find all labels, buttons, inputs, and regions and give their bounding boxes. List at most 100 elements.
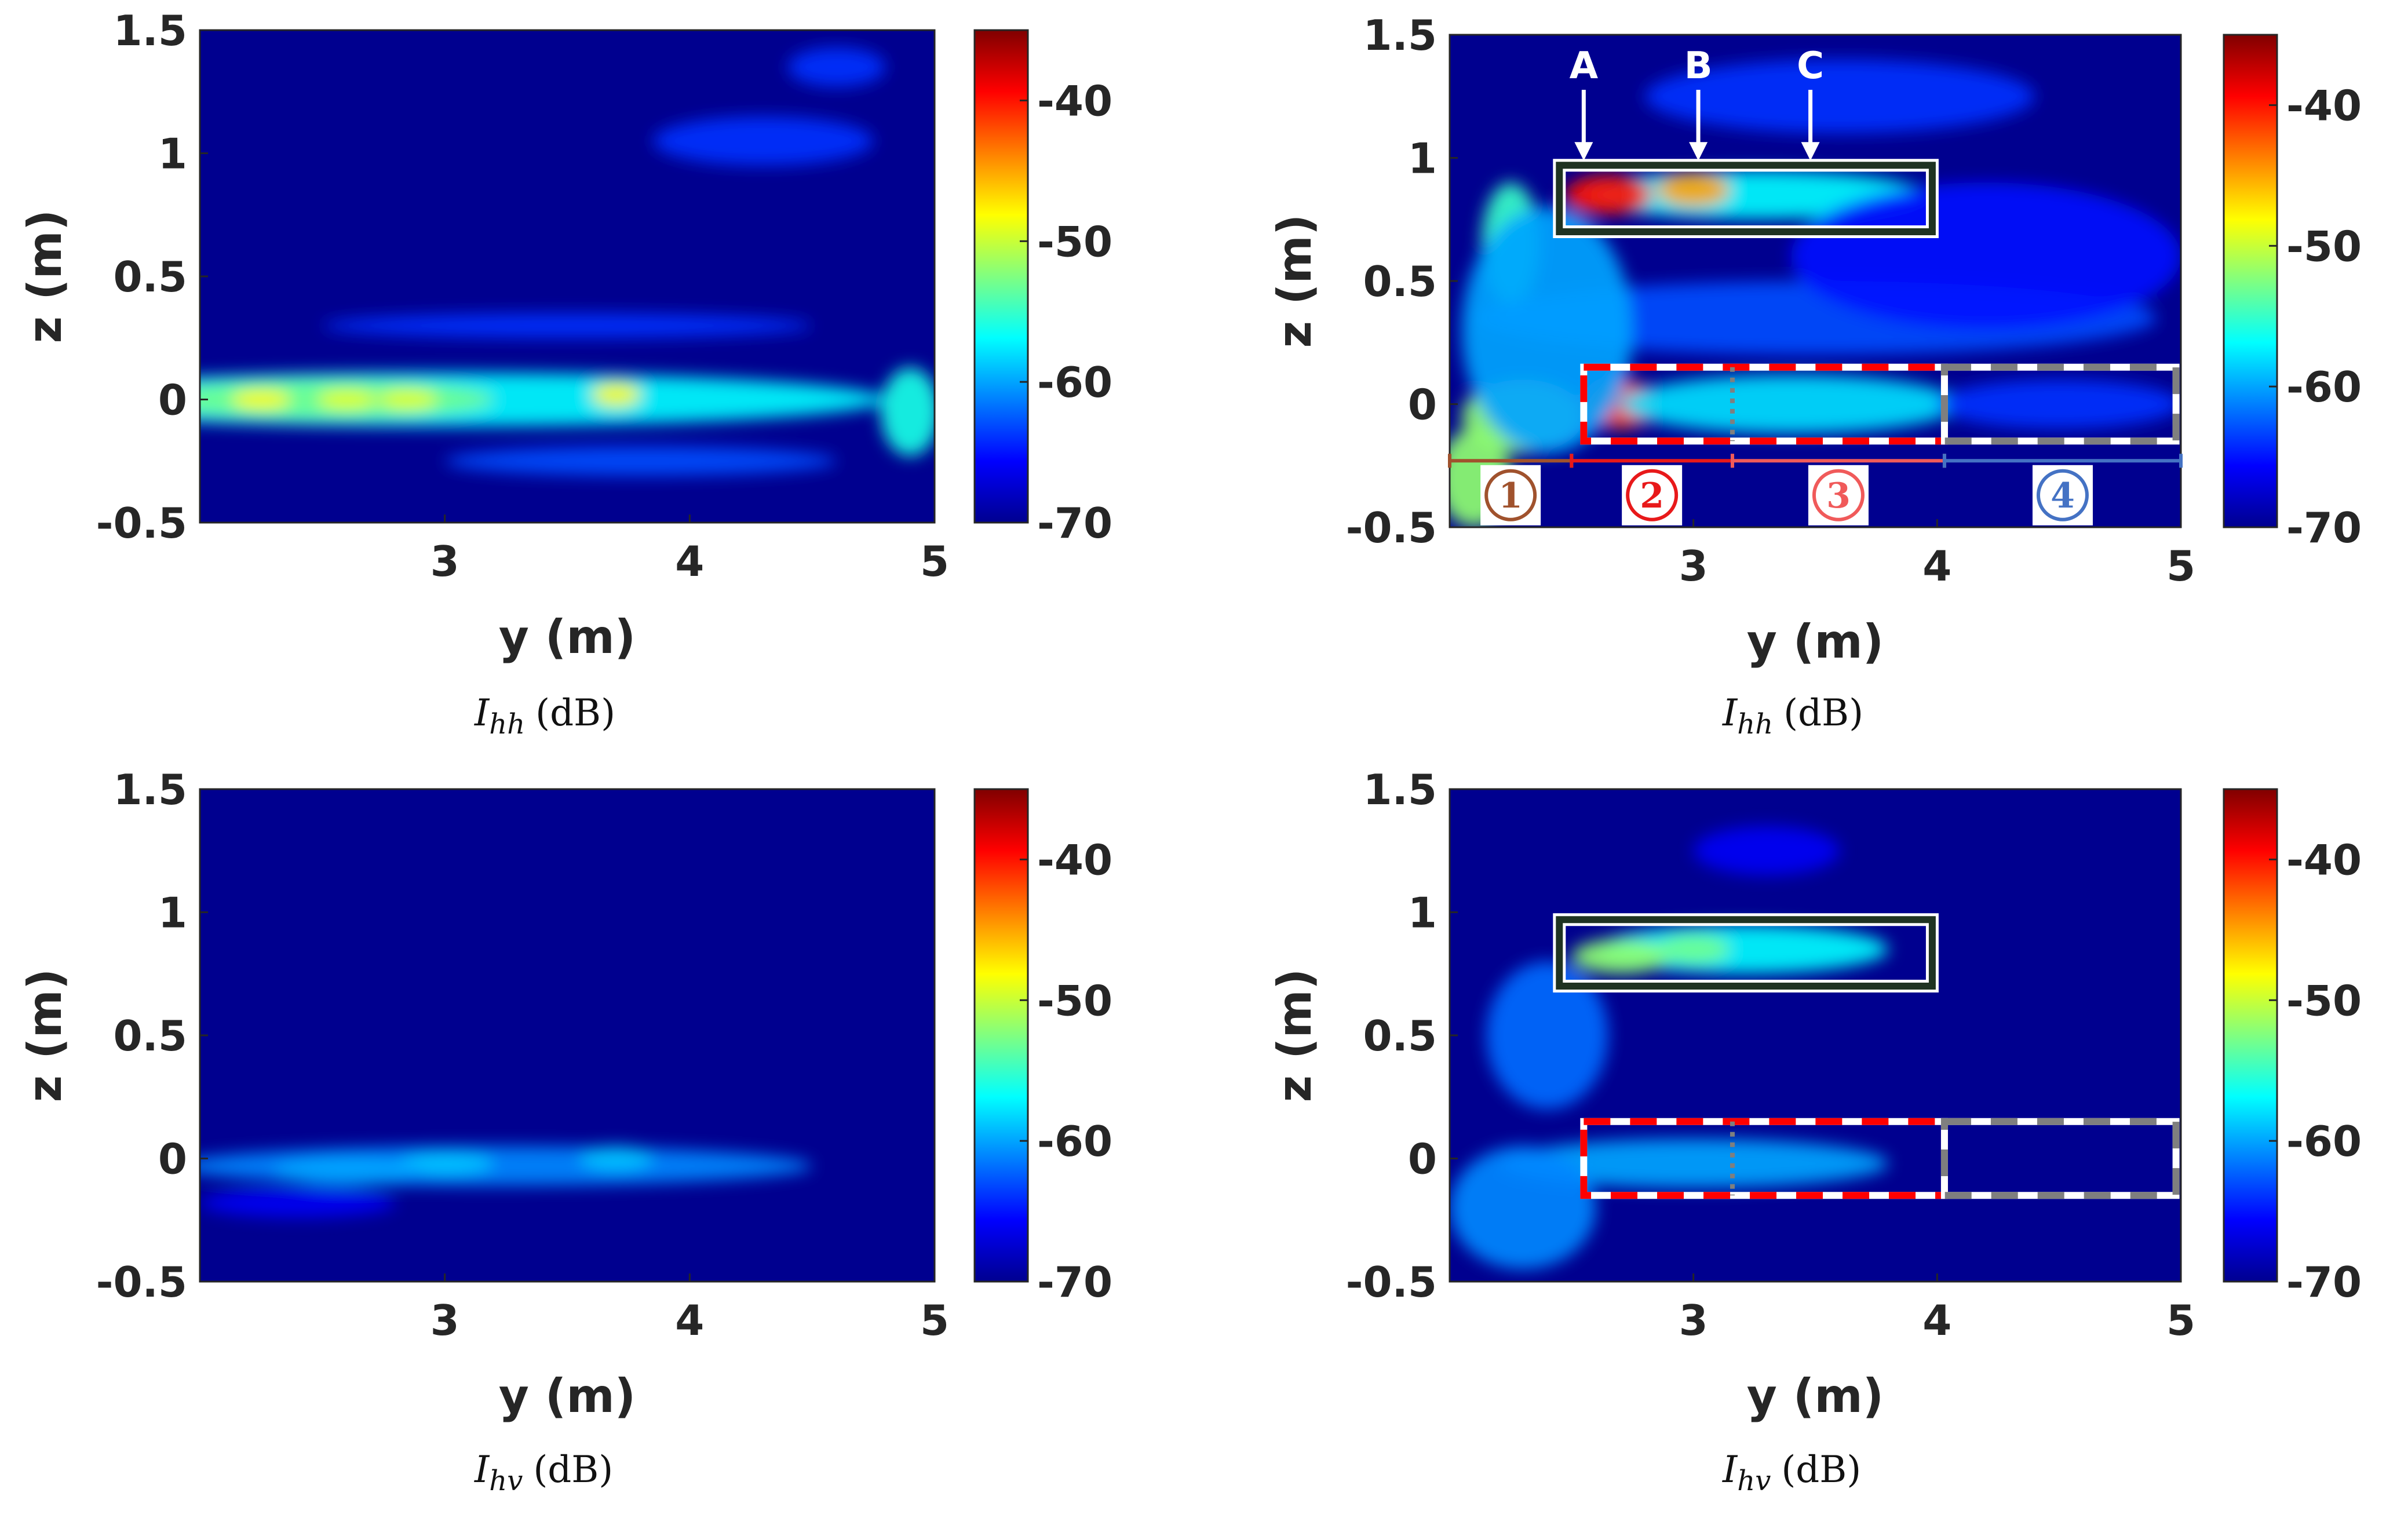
x-tick-label: 4 (1922, 1296, 1951, 1345)
y-tick-label: 0.5 (1363, 1012, 1437, 1060)
region-label-bg (1622, 465, 1683, 526)
region-label-2: 2 (1640, 476, 1664, 516)
plot-background (200, 30, 935, 523)
heatmap-blob (1564, 175, 1652, 215)
heatmap-blob (1644, 59, 2035, 133)
x-tick-label: 5 (920, 537, 949, 586)
x-axis-title: y (m) (499, 610, 636, 664)
colorbar (973, 788, 1029, 1283)
heatmap-blob (231, 389, 291, 410)
heatmap-blob (1462, 207, 1633, 454)
y-tick-label: 1 (1408, 889, 1437, 937)
y-tick-label: 1.5 (1363, 765, 1437, 814)
annotation-layer: A B C (1553, 45, 2180, 445)
colorbar-tick-label: -70 (2286, 503, 2362, 552)
y-tick-label: 0.5 (1363, 257, 1437, 306)
target-box (1556, 916, 1936, 990)
heatmap-layer (200, 47, 935, 476)
colorbar-tick-label: -70 (2286, 1258, 2362, 1307)
y-tick-label: 0 (1408, 381, 1437, 429)
arrow-head (1801, 142, 1820, 161)
colorbar (2223, 788, 2278, 1283)
region-label-circle (1484, 469, 1537, 521)
ground-box (1580, 363, 1948, 445)
caption-unit: (dB) (535, 692, 615, 735)
y-tick-label: 0 (158, 376, 187, 425)
colorbar-tick-label: -60 (1037, 358, 1112, 407)
y-tick-label: -0.5 (96, 499, 187, 548)
colorbar-tick-label: -60 (1037, 1117, 1112, 1166)
heatmap-blob (1596, 924, 1889, 974)
gray-box (1940, 1118, 2180, 1199)
caption-symbol: I (474, 692, 490, 735)
colorbar-tick-label: -40 (2286, 81, 2362, 130)
y-tick-label: 0.5 (113, 253, 187, 301)
caption-subscript: hh (489, 708, 525, 740)
panel-hh_left: 3 4 5 -0.5 0 0.5 1 1.5 y (m) z (m) -40 -50 -60 -70 Ihh… (18, 6, 1112, 740)
caption-unit: (dB) (1783, 692, 1863, 735)
heatmap-blob (1790, 183, 2181, 330)
region-label-1: 1 (1498, 476, 1523, 516)
region-label-bg (1808, 465, 1869, 526)
colorbar-tick-label: -50 (2286, 222, 2362, 271)
heatmap-blob (317, 389, 377, 410)
heatmap-blob (652, 116, 874, 166)
heatmap-blob (1450, 1146, 1596, 1269)
heatmap-blob (1571, 939, 1669, 974)
heatmap-blob (322, 313, 812, 338)
panel-hv_right: 3 4 5 -0.5 0 0.5 1 1.5 y (m) z (m) -40 -50 -60 -70 Ihv… (1268, 765, 2362, 1497)
y-tick-label: 1 (158, 130, 187, 178)
heatmap-blob (1657, 934, 1730, 964)
heatmap-blob (1657, 173, 1730, 207)
heatmap-blob (787, 47, 886, 87)
y-tick-label: -0.5 (1346, 503, 1437, 552)
panel-caption: Ihv (dB) (474, 1448, 613, 1497)
x-tick-label: 5 (2166, 1296, 2195, 1345)
heatmap-blob (579, 1146, 653, 1171)
x-tick-label: 4 (675, 537, 704, 586)
y-tick-label: 1.5 (113, 6, 187, 55)
caption-symbol: I (474, 1448, 490, 1491)
region-label-circle (2036, 469, 2089, 521)
heatmap-blob (200, 1146, 812, 1186)
y-tick-label: 0 (158, 1135, 187, 1184)
colorbar-tick-label: -70 (1037, 499, 1112, 548)
heatmap-blob (444, 446, 837, 476)
caption-symbol: I (1722, 692, 1738, 735)
region-label-4: 4 (2051, 476, 2075, 516)
x-tick-label: 5 (2166, 542, 2195, 590)
colorbar-tick-label: -50 (2286, 976, 2362, 1025)
colorbar-tick-label: -70 (1037, 1258, 1112, 1307)
caption-unit: (dB) (533, 1448, 613, 1491)
region-label-circle (1812, 469, 1865, 521)
heatmap-blob (1693, 826, 1840, 875)
caption-subscript: hv (489, 1465, 523, 1497)
colorbar-tick-label: -40 (1037, 835, 1112, 884)
annotation-layer (1553, 913, 2180, 1199)
arrow-head (1574, 142, 1593, 161)
heatmap-blob (378, 389, 437, 410)
y-tick-label: 1.5 (1363, 11, 1437, 60)
panel-caption: Ihv (dB) (1722, 1448, 1861, 1497)
panel-caption: Ihh (dB) (474, 692, 615, 740)
colorbar (973, 29, 1029, 524)
x-axis-title: y (m) (499, 1369, 636, 1423)
arrow-label-b: B (1684, 45, 1713, 87)
y-tick-label: 1 (1408, 134, 1437, 183)
heatmap-blob (881, 367, 935, 457)
region-label-circle (1626, 469, 1679, 521)
heatmap-blob (1620, 374, 1962, 434)
x-tick-label: 4 (675, 1296, 704, 1345)
heatmap-layer (1450, 826, 1889, 1269)
region-label-3: 3 (1826, 476, 1851, 516)
y-tick-label: 1.5 (113, 765, 187, 814)
ground-box (1580, 1118, 1948, 1199)
x-tick-label: 3 (430, 537, 459, 586)
x-tick-label: 4 (1922, 542, 1951, 590)
heatmap-layer (1450, 59, 2181, 527)
heatmap-blob (273, 1156, 421, 1186)
x-tick-label: 5 (920, 1296, 949, 1345)
caption-unit: (dB) (1781, 1448, 1861, 1491)
caption-subscript: hv (1737, 1465, 1771, 1497)
